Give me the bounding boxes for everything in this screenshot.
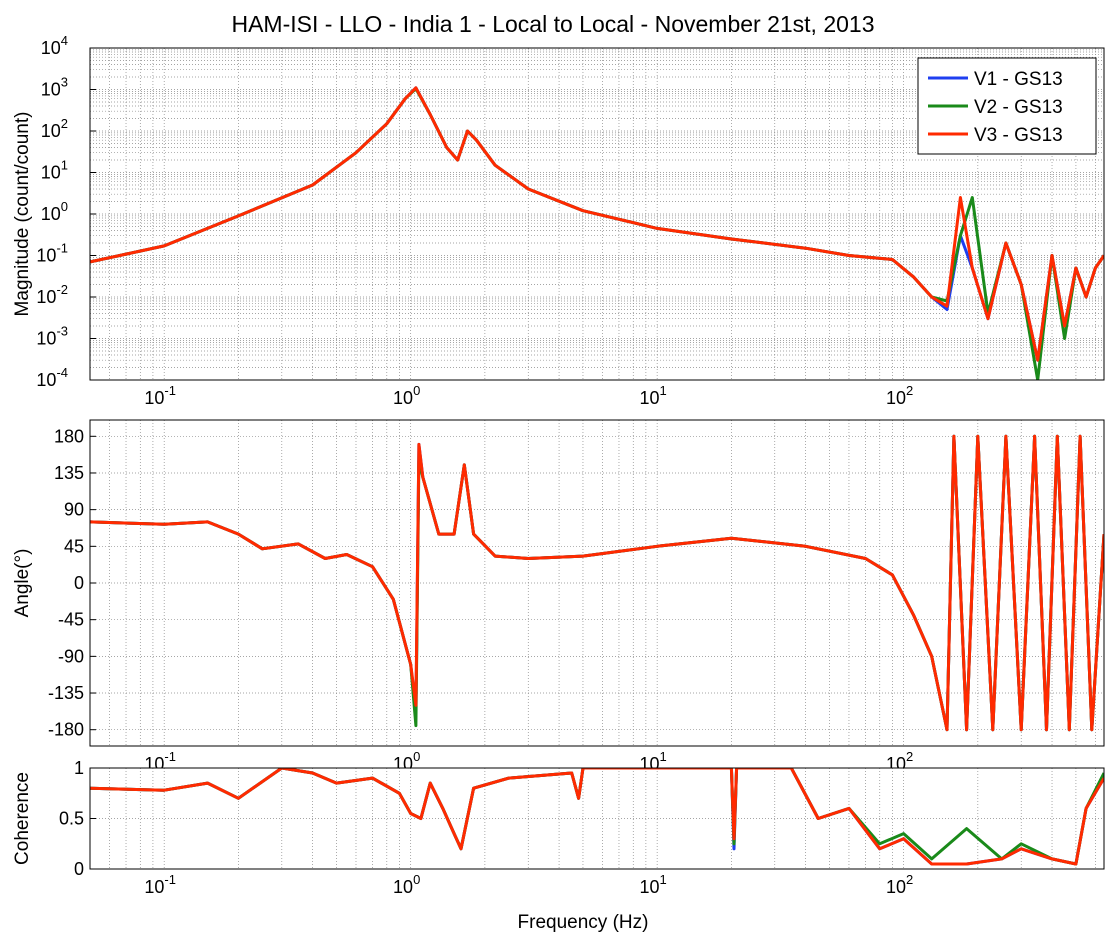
magnitude-x-tick-label: 101 [640,383,667,408]
phase-y-axis-label: Angle(°) [12,549,33,618]
phase-y-tick-label: -180 [48,720,84,740]
coherence-series-group [90,768,1104,866]
magnitude-y-tick-label: 10-2 [36,282,68,307]
magnitude-y-tick-label: 104 [41,33,68,58]
coherence-x-tick-label: 101 [640,872,667,897]
magnitude-y-tick-label: 10-1 [36,241,68,266]
magnitude-y-tick-label: 10-3 [36,324,68,349]
coherence-y-axis-label: Coherence [12,772,33,865]
phase-y-tick-label: -135 [48,683,84,703]
legend: V1 - GS13 V2 - GS13 V3 - GS13 [917,57,1097,155]
coherence-y-tick-label: 0.5 [59,809,84,829]
phase-series-group [90,434,1104,732]
series-line-v3-gs13 [90,86,1104,362]
phase-y-tick-label: 180 [54,426,84,446]
coherence-x-tick-label: 100 [393,872,420,897]
phase-y-tick-label: 135 [54,463,84,483]
magnitude-y-axis-label: Magnitude (count/count) [12,112,33,317]
phase-y-tick-label: 90 [64,500,84,520]
legend-label: V1 - GS13 [974,69,1063,90]
magnitude-panel: 10-1 100 101 102 10-4 10-3 10-2 10-1 100 101 102 10… [12,33,1105,408]
x-axis-label: Frequency (Hz) [518,912,649,933]
series-line-v3-gs13 [90,434,1104,732]
coherence-grid [90,768,1104,869]
phase-y-tick-label: -90 [58,646,84,666]
coherence-panel: 10-1 100 101 102 0 0.5 1 Coherence [12,758,1105,897]
legend-label: V2 - GS13 [974,97,1063,118]
phase-y-tick-label: 45 [64,536,84,556]
magnitude-y-tick-label: 101 [41,158,68,183]
legend-label: V3 - GS13 [974,125,1063,146]
magnitude-grid [90,48,1104,380]
magnitude-series-group [90,86,1104,380]
magnitude-y-tick-label: 103 [41,75,68,100]
magnitude-y-tick-label: 102 [41,116,68,141]
coherence-x-tick-label: 10-1 [144,872,176,897]
magnitude-x-tick-label: 100 [393,383,420,408]
coherence-y-tick-label: 1 [74,758,84,778]
chart-title: HAM-ISI - LLO - India 1 - Local to Local… [231,11,874,37]
phase-y-tick-label: 0 [74,573,84,593]
magnitude-x-tick-label: 10-1 [144,383,176,408]
series-line-v3-gs13 [90,768,1104,866]
phase-panel: 10-1 100 101 102-180-135-90-4504590135180An… [12,419,1105,774]
phase-y-tick-label: -45 [58,610,84,630]
magnitude-y-tick-label: 100 [41,199,68,224]
plots-container: 10-1 100 101 10210-410-310-210-110010110210… [12,33,1105,897]
coherence-x-tick-label: 102 [886,872,913,897]
magnitude-x-tick-label: 102 [886,383,913,408]
magnitude-y-tick-label: 10-4 [36,365,68,390]
coherence-y-tick-label: 0 [74,859,84,879]
